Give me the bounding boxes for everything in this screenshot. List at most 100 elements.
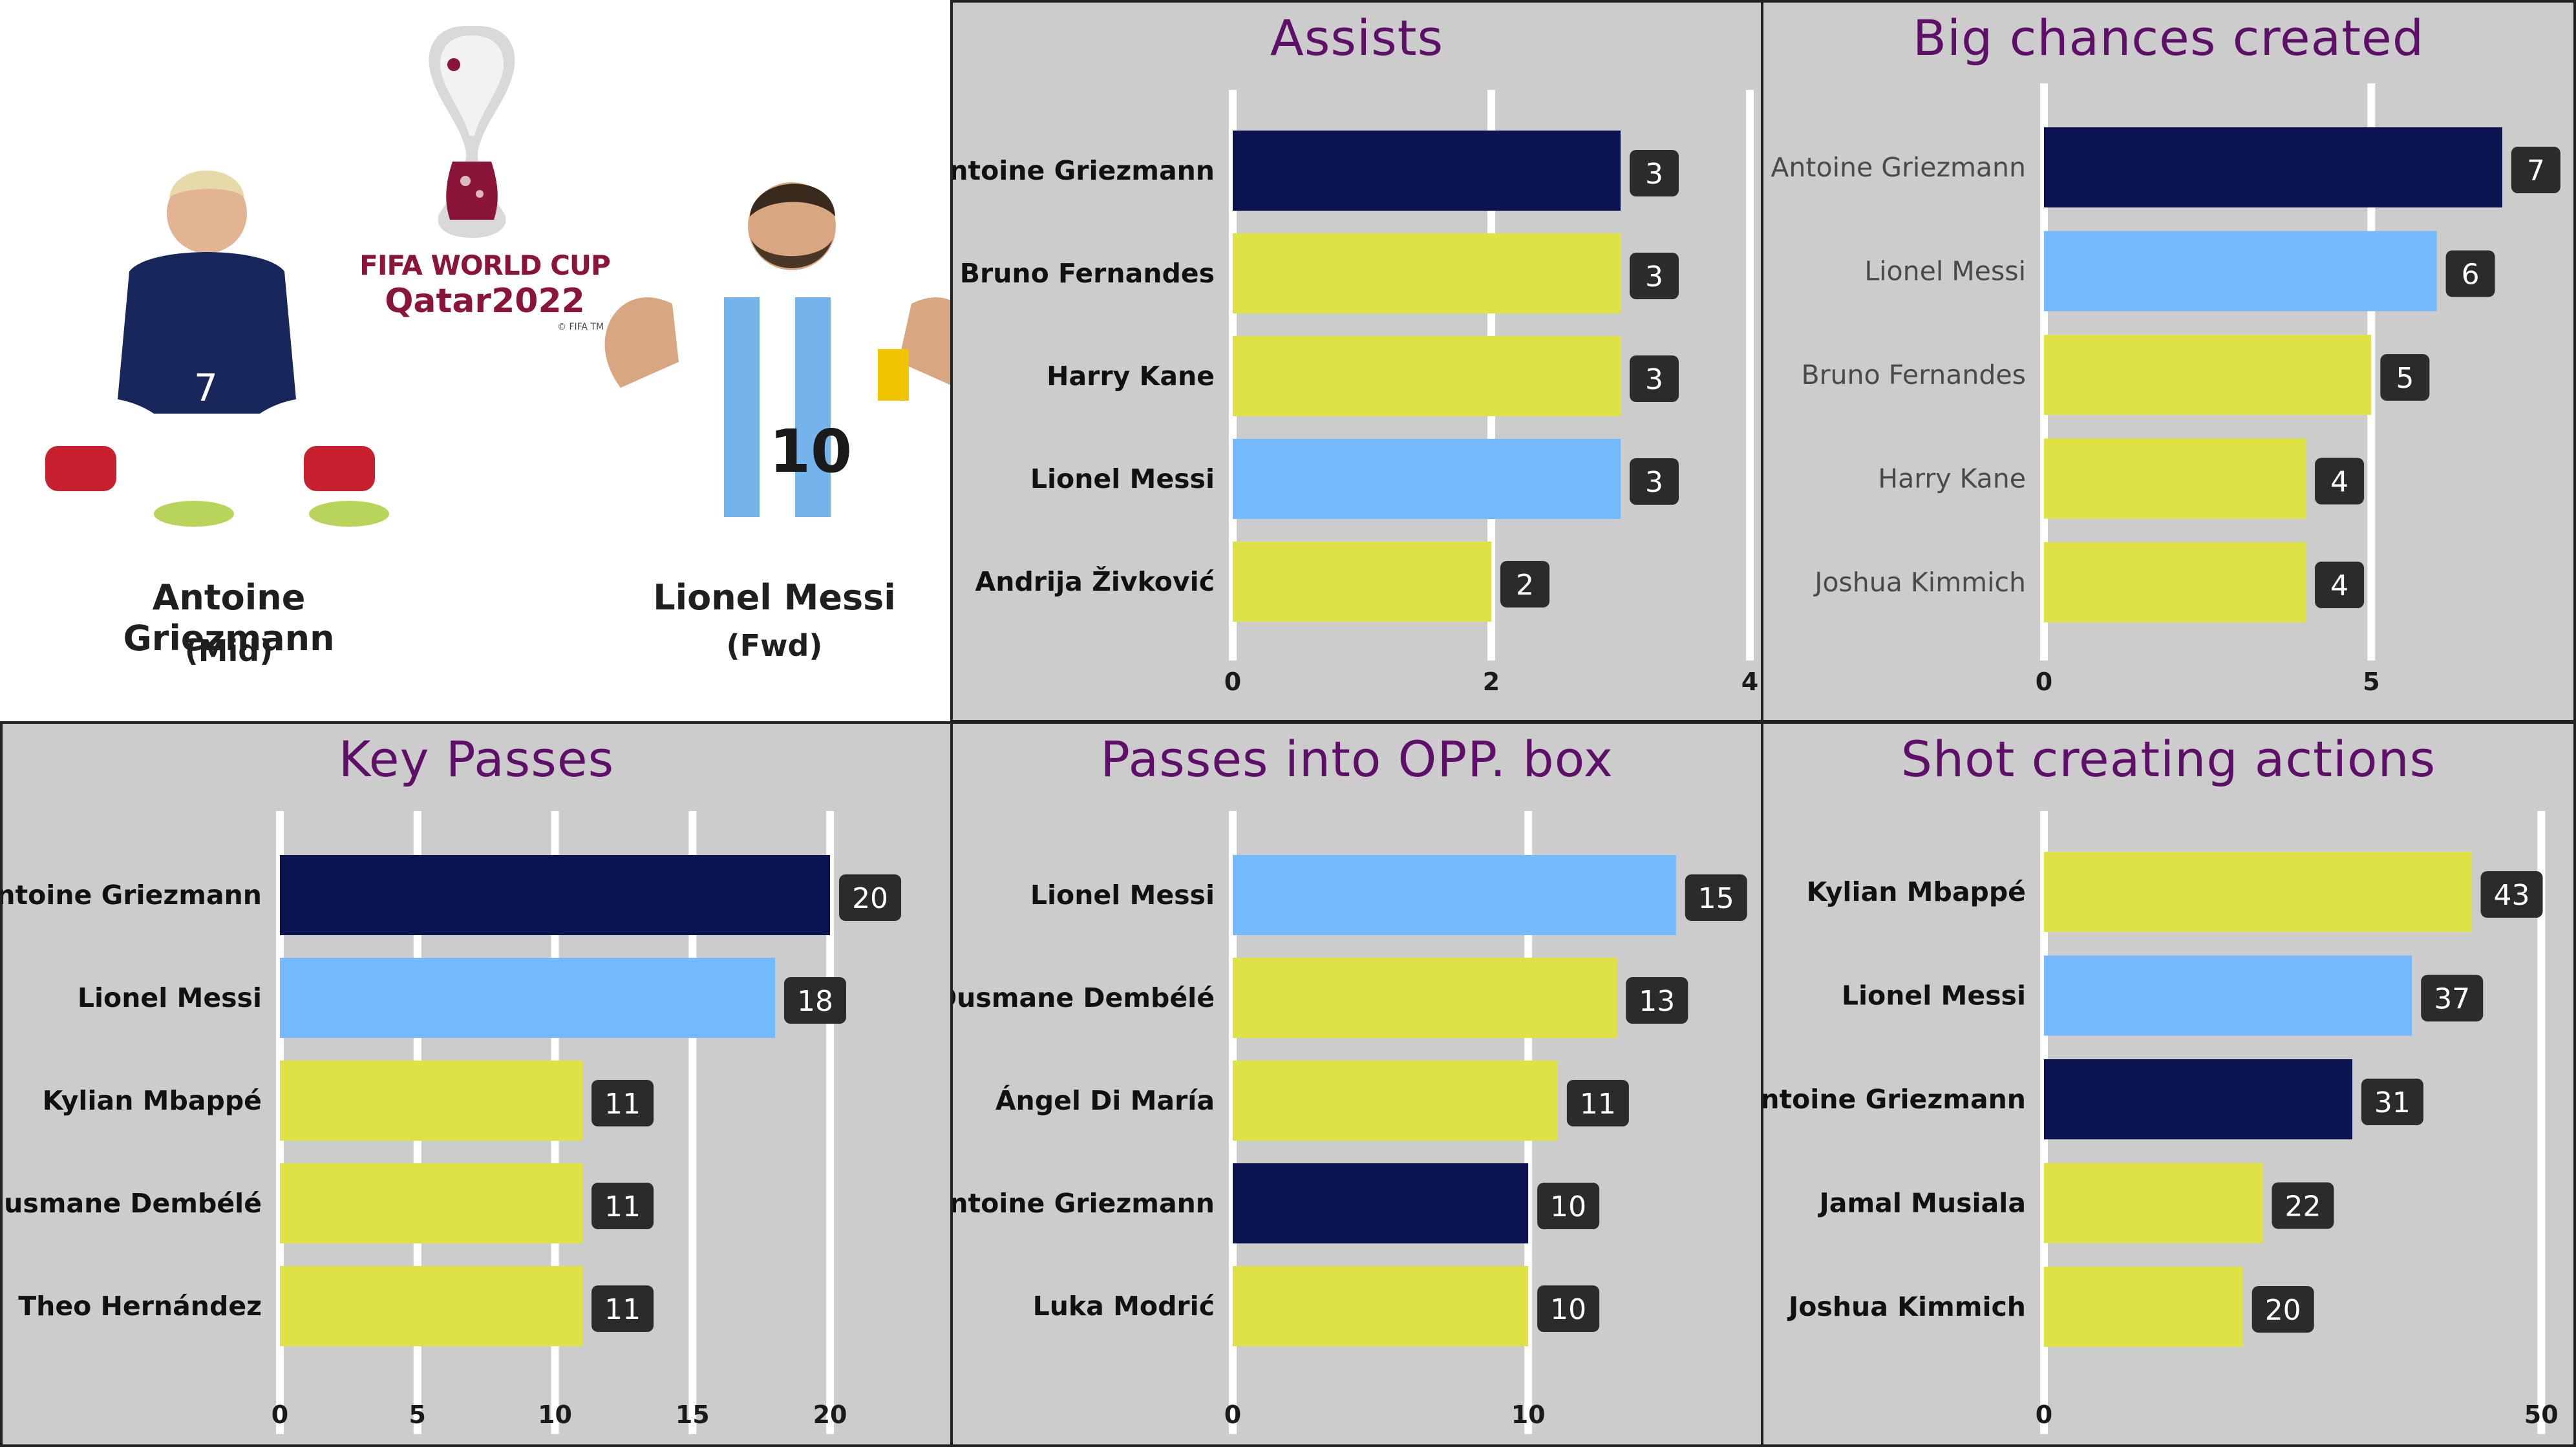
bar xyxy=(1233,1061,1558,1141)
chart-title: Assists xyxy=(1270,9,1444,67)
bar xyxy=(2044,1059,2352,1139)
category-label: Antoine Griezmann xyxy=(3,880,262,911)
x-tick-label: 50 xyxy=(2524,1400,2559,1429)
category-label: Joshua Kimmich xyxy=(1787,1291,2026,1322)
messi-figure: 10 xyxy=(604,182,950,517)
data-label: 15 xyxy=(1698,882,1734,915)
world-cup-logo-trademark: © FIFA TM xyxy=(557,322,604,332)
category-label: Lionel Messi xyxy=(1030,880,1215,911)
category-label: Harry Kane xyxy=(1047,361,1215,392)
data-label-box xyxy=(1630,458,1679,505)
data-label-box xyxy=(591,1285,654,1332)
chart-title: Key Passes xyxy=(338,730,615,788)
x-tick-label: 0 xyxy=(2036,668,2052,696)
category-label: Ousmane Dembélé xyxy=(953,982,1215,1013)
bar xyxy=(1233,958,1617,1038)
chart-title: Shot creating actions xyxy=(1900,730,2436,788)
world-cup-logo-line1: FIFA WORLD CUP xyxy=(359,249,611,281)
chart-panel-assists: Assists 0 2 4 Antoine Griezmann 3 Bruno Ferna… xyxy=(950,0,1763,723)
bar xyxy=(2044,127,2502,207)
player-position-messi: (Fwd) xyxy=(726,628,823,663)
chart-title: Big chances created xyxy=(1912,9,2425,67)
data-label: 3 xyxy=(1645,158,1663,191)
data-label-box xyxy=(1630,253,1679,299)
data-label: 10 xyxy=(1550,1190,1586,1223)
world-cup-logo-line2: Qatar2022 xyxy=(385,282,585,321)
bar xyxy=(2044,542,2306,622)
chart-svg: 0 5 Antoine Griezmann 7 Lionel Messi 6 Bruno F… xyxy=(1771,83,2560,696)
bar xyxy=(2044,852,2472,932)
category-label: Bruno Fernandes xyxy=(1802,359,2026,390)
category-label: Lionel Messi xyxy=(1030,463,1215,494)
x-tick-label: 0 xyxy=(1224,668,1241,696)
chart-svg: 0 2 4 Antoine Griezmann 3 Bruno Fernandes 3 Har… xyxy=(953,90,1758,696)
category-label: Antoine Griezmann xyxy=(953,155,1215,186)
x-tick-label: 5 xyxy=(2363,668,2379,696)
bar xyxy=(1233,542,1491,622)
category-label: Kylian Mbappé xyxy=(1807,876,2026,907)
bar xyxy=(2044,231,2437,312)
bar xyxy=(280,855,831,935)
data-label-box xyxy=(2361,1079,2423,1125)
x-tick-label: 10 xyxy=(1511,1400,1546,1429)
bar xyxy=(2044,438,2306,519)
bar xyxy=(280,1163,583,1243)
x-tick-label: 2 xyxy=(1483,668,1500,696)
data-label: 4 xyxy=(2330,569,2348,602)
data-label: 6 xyxy=(2462,259,2480,291)
bar xyxy=(2044,335,2372,415)
data-label: 43 xyxy=(2494,879,2530,912)
data-label-box xyxy=(1500,561,1549,607)
bar xyxy=(2044,1163,2263,1243)
data-label-box xyxy=(2480,871,2543,918)
bar xyxy=(1233,1163,1529,1243)
chart-panel-key-passes: Key Passes 0 5 10 15 20 Antoine Griezmann 20 Li… xyxy=(0,721,953,1447)
data-label: 11 xyxy=(604,1190,641,1223)
chart-panel-big-chances: Big chances created 0 5 Antoine Griezmann 7… xyxy=(1761,0,2576,723)
x-tick-label: 0 xyxy=(1224,1400,1241,1429)
category-label: Lionel Messi xyxy=(78,982,262,1013)
x-tick-label: 20 xyxy=(813,1400,847,1429)
data-label-box xyxy=(2380,354,2430,401)
x-tick-label: 5 xyxy=(409,1400,426,1429)
category-label: Kylian Mbappé xyxy=(43,1085,262,1116)
data-label: 5 xyxy=(2396,362,2414,395)
data-label: 7 xyxy=(2527,154,2545,187)
bar xyxy=(2044,1267,2243,1347)
x-tick-label: 15 xyxy=(676,1400,710,1429)
category-label: Antoine Griezmann xyxy=(1763,1084,2026,1115)
data-label: 37 xyxy=(2434,983,2470,1016)
category-label: Antoine Griezmann xyxy=(1771,152,2026,183)
bar xyxy=(280,958,775,1038)
bar xyxy=(1233,439,1621,519)
bar xyxy=(1233,1266,1529,1346)
data-label: 11 xyxy=(1580,1088,1616,1121)
category-label: Harry Kane xyxy=(1878,463,2026,494)
category-label: Lionel Messi xyxy=(1864,256,2026,287)
data-label-box xyxy=(1630,150,1679,196)
bar xyxy=(1233,336,1621,416)
data-label-box xyxy=(2511,147,2560,193)
data-label: 18 xyxy=(797,985,833,1018)
bar xyxy=(1233,233,1621,313)
data-label-box xyxy=(2315,458,2365,505)
data-label: 3 xyxy=(1645,260,1663,293)
chart-panel-shot-creating-actions: Shot creating actions 0 50 Kylian Mbappé 43… xyxy=(1761,721,2576,1447)
data-label: 20 xyxy=(852,882,888,915)
data-label: 3 xyxy=(1645,363,1663,396)
category-label: Ousmane Dembélé xyxy=(3,1188,262,1219)
category-label: Andrija Živković xyxy=(975,566,1215,597)
chart-title: Passes into OPP. box xyxy=(1100,730,1613,788)
data-label: 4 xyxy=(2330,466,2348,499)
data-label-box xyxy=(2272,1182,2334,1229)
data-label: 11 xyxy=(604,1088,641,1121)
data-label: 22 xyxy=(2284,1190,2321,1223)
data-label: 11 xyxy=(604,1293,641,1326)
svg-text:7: 7 xyxy=(194,366,218,410)
category-label: Lionel Messi xyxy=(1842,980,2026,1011)
data-label: 20 xyxy=(2265,1294,2301,1327)
category-label: Luka Modrić xyxy=(1033,1291,1215,1322)
data-label-box xyxy=(1626,977,1688,1024)
data-label-box xyxy=(2445,250,2495,297)
bar xyxy=(1233,855,1676,935)
